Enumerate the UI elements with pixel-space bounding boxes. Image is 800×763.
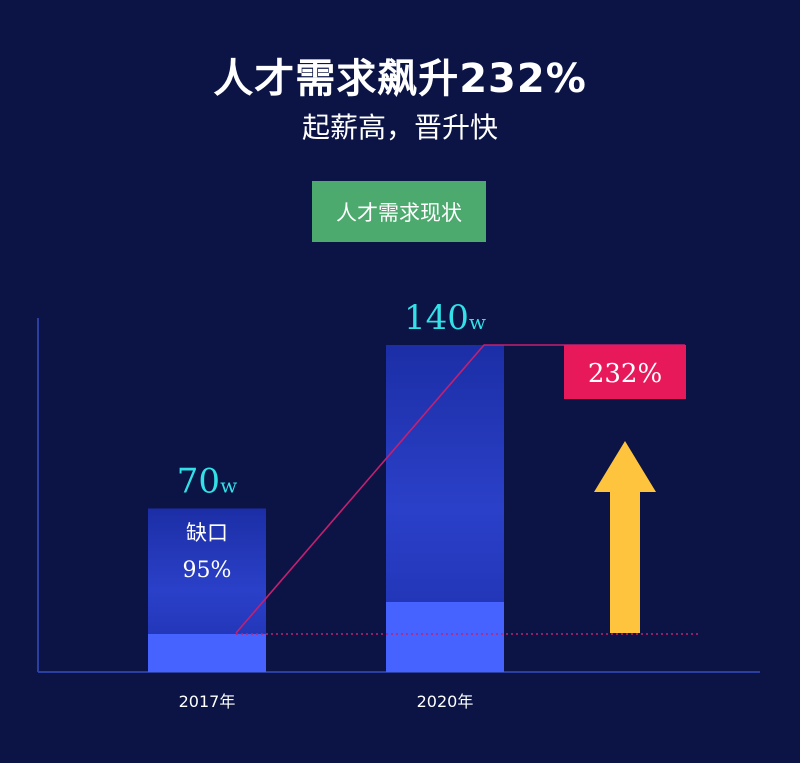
growth-badge-label: 232% xyxy=(588,359,662,389)
data-label-1: 70w xyxy=(177,462,237,502)
gap-label: 缺口 xyxy=(186,521,228,545)
page-subtitle: 起薪高，晋升快 xyxy=(301,111,498,144)
x-tick-label-2: 2020年 xyxy=(417,692,474,711)
bar-1-base xyxy=(148,634,266,672)
page-title: 人才需求飙升232% xyxy=(213,56,587,102)
growth-arrow xyxy=(594,441,656,633)
gap-value: 95% xyxy=(183,558,232,583)
growth-badge xyxy=(564,345,686,399)
data-label-2: 140w xyxy=(404,298,486,338)
x-tick-label-1: 2017年 xyxy=(179,692,236,711)
bar-2-base xyxy=(386,602,504,672)
section-tag: 人才需求现状 xyxy=(312,181,486,242)
